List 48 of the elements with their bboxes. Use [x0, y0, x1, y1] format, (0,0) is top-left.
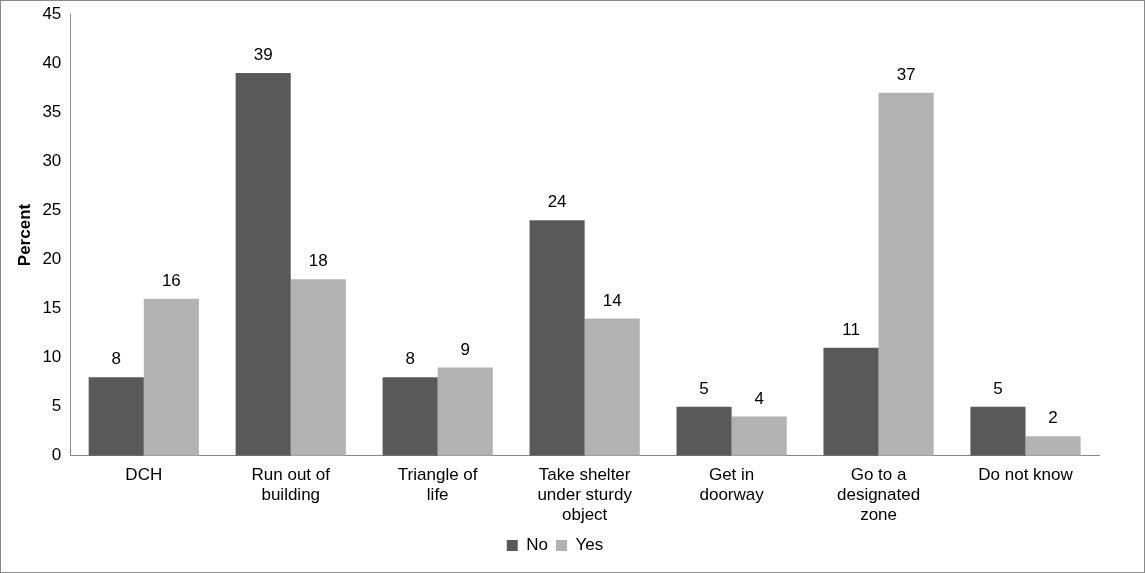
data-label: 18 [308, 251, 328, 271]
y-tick-label: 45 [42, 3, 62, 23]
y-tick-label: 0 [51, 445, 62, 465]
bar [676, 406, 732, 456]
y-tick-label: 5 [51, 396, 62, 416]
bar [382, 377, 438, 456]
legend-label: Yes [575, 535, 604, 555]
bar [878, 92, 934, 456]
bar [235, 73, 291, 456]
data-label: 2 [1048, 408, 1058, 428]
bar [529, 220, 585, 456]
data-label: 5 [699, 378, 709, 398]
data-label: 11 [842, 320, 860, 340]
y-tick-label: 20 [42, 249, 62, 269]
bar [88, 377, 144, 456]
data-label: 37 [896, 64, 916, 84]
y-tick-label: 30 [42, 151, 62, 171]
data-label: 8 [405, 349, 415, 369]
data-label: 4 [754, 388, 764, 408]
y-axis-title: Percent [14, 203, 34, 267]
data-label: 8 [111, 349, 121, 369]
data-label: 9 [460, 339, 470, 359]
data-label: 14 [602, 290, 622, 310]
data-label: 24 [547, 192, 567, 212]
y-tick-label: 10 [42, 347, 62, 367]
x-tick-label: Do not know [978, 464, 1074, 484]
bar [143, 298, 199, 456]
y-tick-label: 25 [42, 200, 62, 220]
x-tick-label: Go to a designated zone [836, 464, 921, 525]
bar [970, 406, 1026, 456]
bar [584, 318, 640, 456]
x-tick-label: Run out of building [251, 464, 331, 505]
x-tick-label: DCH [125, 464, 163, 484]
data-label: 16 [161, 270, 181, 290]
bar [290, 279, 346, 456]
bar [823, 347, 879, 456]
y-tick-label: 40 [42, 52, 62, 72]
bar [437, 367, 493, 456]
x-tick-label: Take shelter under sturdy object [537, 464, 633, 525]
y-tick-label: 35 [42, 102, 62, 122]
x-tick-label: Get in doorway [699, 464, 765, 505]
bar [731, 416, 787, 456]
bar [1025, 436, 1081, 456]
x-tick-label: Triangle of life [397, 464, 478, 505]
data-label: 5 [993, 378, 1003, 398]
y-tick-label: 15 [42, 298, 62, 318]
legend-label: No [526, 535, 548, 555]
data-label: 39 [253, 45, 273, 65]
